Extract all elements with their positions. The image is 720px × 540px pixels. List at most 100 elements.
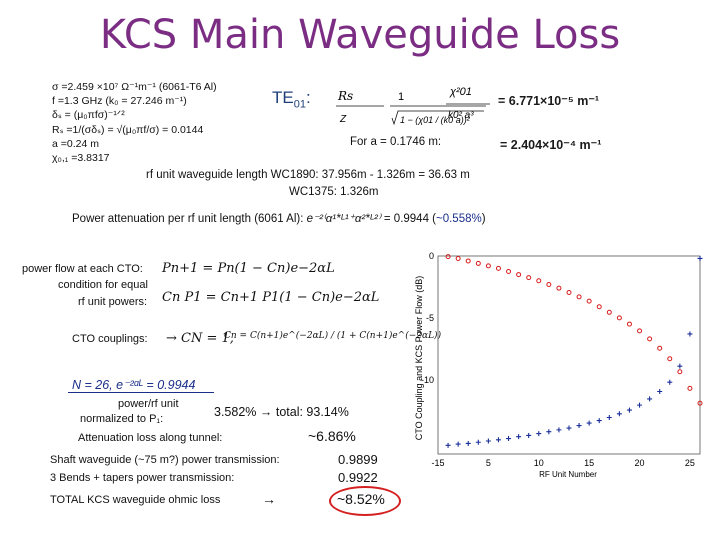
n-line: N = 26, e⁻²ᵅᴸ = 0.9944 [72,378,196,392]
chart-point-coupling [626,407,632,413]
chart-point-coupling [616,411,622,417]
chart-point-power [536,278,542,284]
te-text: TE [272,88,294,107]
chart-point-power [596,304,602,310]
chart-x-tick-label: 20 [635,458,645,468]
attenuation-formula: Rs 1 1 − (χ01 / (k0 a))² Z [336,89,486,126]
chart-point-coupling [576,423,582,429]
power-rf-label-1: power/rf unit [118,398,179,410]
power-atten-close: ) [481,213,486,225]
rf-length-line-1: rf unit waveguide length WC1890: 37.956m… [146,169,470,181]
chart-point-coupling [677,363,683,369]
chart-point-power [556,285,562,291]
condition-label-2: rf unit powers: [78,296,148,308]
shaft-label: Shaft waveguide (~75 m?) power transmiss… [50,454,280,466]
eq-cto-2: Cn = C(n+1)e^(−2αL) / (1 + C(n+1)e^(−2αL… [224,331,442,341]
chart-point-coupling [667,379,673,385]
chart-ylabel: CTO Coupling and KCS Power Flow (dB) [414,276,424,440]
param-frequency: f =1.3 GHz (k₀ = 27.246 m⁻¹) [52,95,187,108]
chart-point-coupling [516,434,522,440]
power-attenuation-line: Power attenuation per rf unit length (60… [72,211,486,225]
formula-z: Z [339,114,347,125]
chart-point-power [475,260,481,266]
chart-point-power [687,385,693,391]
param-chi: χ₀,₁ =3.8317 [52,152,110,165]
coupling-power-chart: CTO Coupling and KCS Power Flow (dB) RF … [414,251,703,479]
total-arrow: → [262,491,276,507]
total-value: ~8.52% [337,491,385,507]
power-atten-value: = 0.9944 ( [383,213,436,225]
chart-xlabel: RF Unit Number [539,470,597,479]
bends-value: 0.9922 [338,470,378,485]
chart-point-power [606,309,612,315]
power-atten-expr: e⁻²⁽α¹*ᴸ¹⁺α²*ᴸ²⁾ [306,213,381,225]
chart-x-tick-label: 5 [486,458,491,468]
condition-label-1: condition for equal [58,279,148,291]
chart-point-power [626,321,632,327]
chart-point-power [647,336,653,342]
chart-point-power [566,290,572,296]
formula-k0sq: k0² a³ [448,110,474,121]
te-subscript: 01 [293,98,306,111]
shaft-value: 0.9899 [338,452,378,467]
result-1: = 6.771×10⁻⁵ m⁻¹ [498,94,600,108]
chart-point-coupling [657,389,663,395]
chart-x-tick-label: 25 [685,458,695,468]
te-colon: : [305,88,311,107]
chart-x-tick-label: 10 [534,458,544,468]
chart-frame [437,255,701,455]
chart-point-power [495,265,501,271]
formula-sqrt [391,110,484,126]
chart-point-coupling [465,440,471,446]
formula-rs: Rs [337,89,353,103]
chart-point-power [465,258,471,264]
power-atten-prefix: Power attenuation per rf unit length (60… [72,213,304,225]
slide-title: KCS Main Waveguide Loss [99,12,621,58]
chart-point-coupling [697,255,703,261]
param-skin-depth: δₛ = (μ₀πfσ)⁻¹ᐟ² [52,109,125,122]
chart-point-coupling [546,429,552,435]
chart-point-power [455,255,461,261]
chart-point-power [445,254,451,260]
chart-point-coupling [596,418,602,424]
chart-point-power [677,369,683,375]
chart-point-coupling [687,331,693,337]
attenuation-tunnel-label: Attenuation loss along tunnel: [78,432,223,444]
chart-point-coupling [566,425,572,431]
attenuation-tunnel-value: ~6.86% [308,428,356,444]
param-sigma: σ =2.459 ×10⁷ Ω⁻¹m⁻¹ (6061-T6 Al) [52,81,217,93]
chart-point-coupling [475,439,481,445]
chart-point-power [657,345,663,351]
chart-point-power [616,315,622,321]
chart-point-power [586,298,592,304]
chart-point-power [697,400,703,406]
chart-x-tick-label: 15 [584,458,594,468]
eq-condition: Cn P1 = Cn+1 P1(1 − Cn)e−2αL [162,290,380,305]
total-highlight-circle [329,486,401,516]
chart-point-coupling [556,427,562,433]
formula-radicand: 1 − (χ01 / (k0 a))² [400,115,471,125]
eq-cto-1: → CN = 1, [166,331,234,346]
chart-point-coupling [485,438,491,444]
for-a-label: For a = 0.1746 m: [350,136,442,148]
rf-length-line-2: WC1375: 1.326m [289,186,379,198]
attenuation-formula-right: χ²01 k0² a³ [446,86,490,121]
chart-point-coupling [455,441,461,447]
total-label: TOTAL KCS waveguide ohmic loss [50,494,221,506]
power-atten-percent: ~0.558% [436,213,482,225]
formula-chi-sq: χ²01 [449,86,472,98]
result-2: = 2.404×10⁻⁴ m⁻¹ [500,138,602,152]
chart-point-coupling [526,432,532,438]
parameter-list: σ =2.459 ×10⁷ Ω⁻¹m⁻¹ (6061-T6 Al) f =1.3… [52,80,217,165]
power-flow-label: power flow at each CTO: [22,263,143,275]
cto-couplings-label: CTO couplings: [72,333,148,345]
param-radius: a =0.24 m [52,137,99,150]
chart-point-coupling [637,402,643,408]
chart-point-power [576,294,582,300]
chart-point-coupling [495,437,501,443]
chart-x-tick-label: -15 [431,458,444,468]
chart-point-power [506,268,512,274]
chart-point-coupling [606,414,612,420]
n-line-underline [68,392,214,393]
chart-point-power [526,275,532,281]
